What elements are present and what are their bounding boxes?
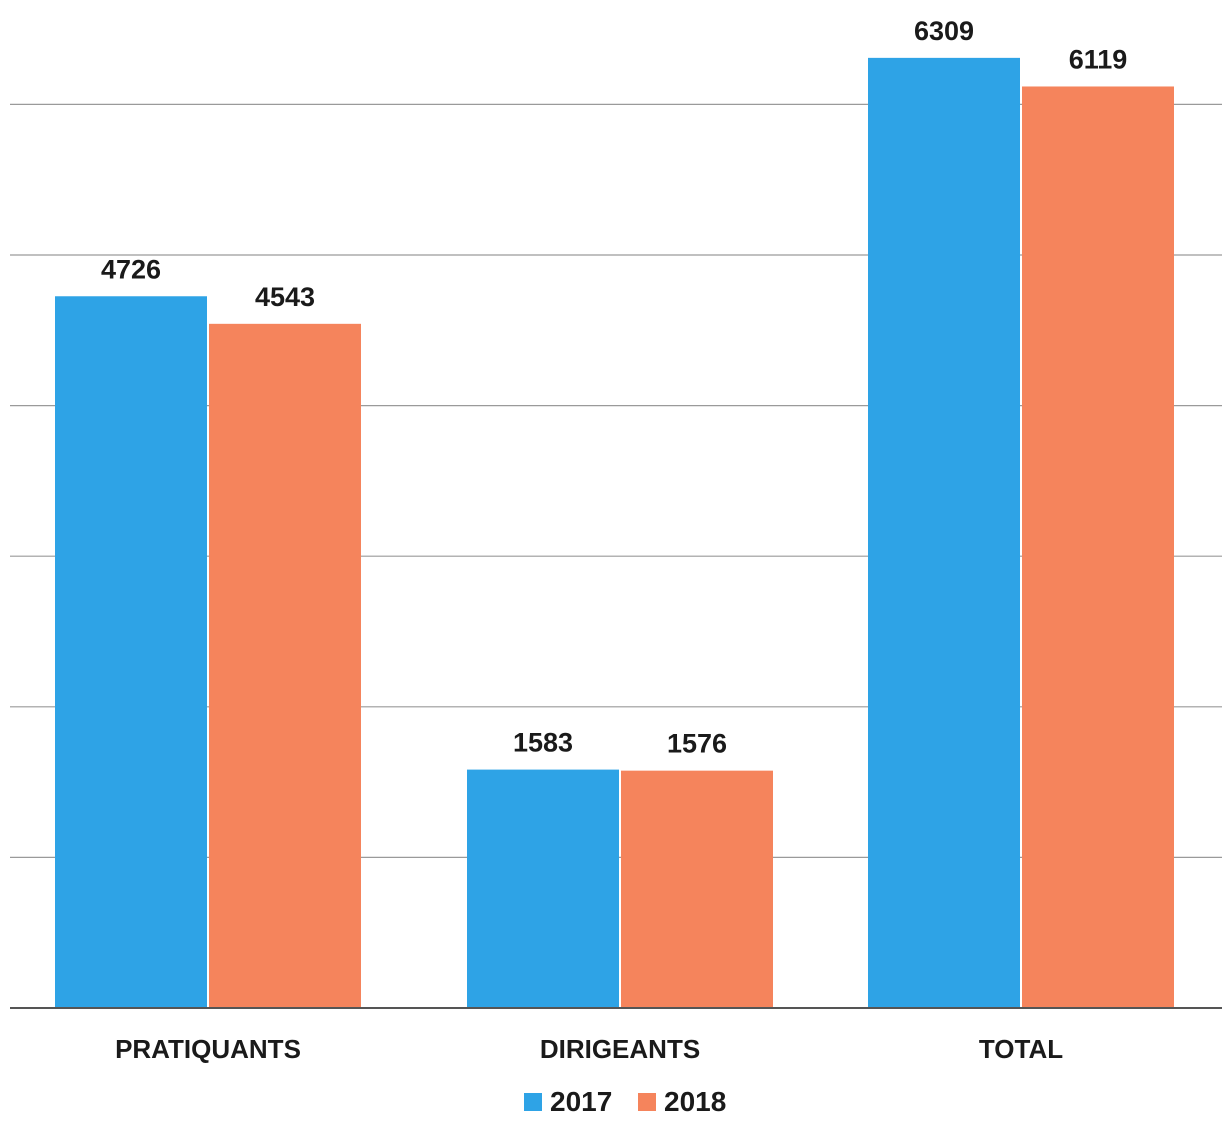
bar-total-2017 [868,57,1020,1008]
legend-label-2018: 2018 [664,1086,726,1117]
bar-pratiquants-2018 [209,323,361,1008]
bar-total-2018 [1022,86,1174,1009]
bar-dirigeants-2017 [467,769,619,1008]
legend-swatch-2018 [638,1093,656,1111]
value-label-total-2018: 6119 [1069,44,1128,74]
value-label-total-2017: 6309 [914,16,974,46]
legend-label-2017: 2017 [550,1086,612,1117]
legend-swatch-2017 [524,1093,542,1111]
category-label-total: TOTAL [979,1034,1063,1064]
bar-dirigeants-2018 [621,770,773,1008]
category-label-pratiquants: PRATIQUANTS [115,1034,301,1064]
data-labels: 4726 4543 1583 1576 6309 6119 [101,16,1127,759]
category-label-dirigeants: DIRIGEANTS [540,1034,700,1064]
x-axis: PRATIQUANTS DIRIGEANTS TOTAL [10,1007,1222,1064]
value-label-pratiquants-2017: 4726 [101,254,161,284]
legend: 2017 2018 [524,1086,726,1117]
value-label-dirigeants-2017: 1583 [513,728,573,758]
value-label-pratiquants-2018: 4543 [255,282,315,312]
value-label-dirigeants-2018: 1576 [667,729,727,759]
bars [55,57,1174,1009]
bar-pratiquants-2017 [55,296,207,1008]
